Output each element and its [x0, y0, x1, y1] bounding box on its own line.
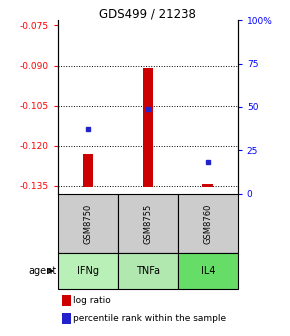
Bar [58, 253, 118, 289]
Text: GSM8760: GSM8760 [203, 203, 212, 244]
Bar [178, 253, 238, 289]
Text: agent: agent [28, 266, 57, 276]
Bar [61, 313, 70, 324]
Text: IFNg: IFNg [77, 266, 99, 276]
Bar [58, 194, 118, 253]
Bar [118, 253, 178, 289]
Bar [178, 194, 238, 253]
Bar [202, 184, 213, 187]
Text: percentile rank within the sample: percentile rank within the sample [73, 314, 226, 323]
Bar [83, 154, 93, 187]
Text: TNFa: TNFa [136, 266, 160, 276]
Bar [118, 194, 178, 253]
Title: GDS499 / 21238: GDS499 / 21238 [99, 7, 196, 20]
Text: log ratio: log ratio [73, 296, 111, 305]
Bar [142, 68, 153, 187]
Bar [61, 295, 70, 306]
Text: GSM8755: GSM8755 [143, 203, 153, 244]
Text: IL4: IL4 [201, 266, 215, 276]
Text: GSM8750: GSM8750 [84, 203, 93, 244]
